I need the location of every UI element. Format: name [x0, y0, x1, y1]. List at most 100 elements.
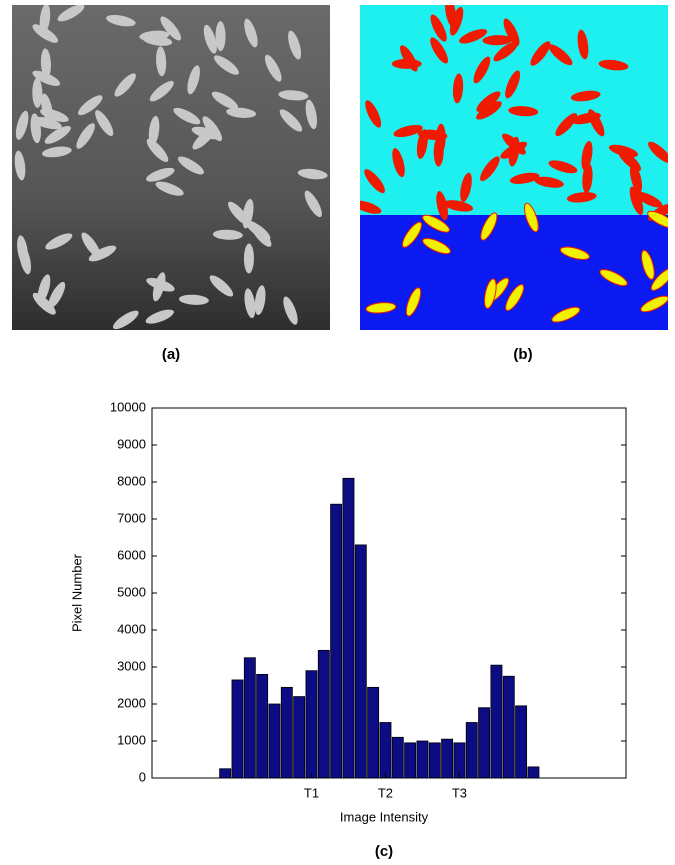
bar	[243, 657, 256, 779]
grain	[32, 116, 62, 130]
grain	[178, 294, 209, 305]
grain	[581, 140, 593, 171]
grain	[283, 296, 298, 325]
grain	[473, 56, 491, 84]
grain	[39, 5, 51, 34]
grain	[445, 5, 457, 27]
grain	[297, 168, 328, 180]
grain	[648, 141, 668, 164]
grain	[566, 192, 597, 203]
segmented-grains	[360, 5, 668, 323]
grain	[32, 70, 61, 86]
grain	[145, 309, 174, 324]
grain	[173, 107, 201, 125]
grain	[209, 275, 234, 297]
grain	[508, 136, 520, 167]
grain	[32, 24, 59, 43]
grain	[430, 14, 447, 42]
grain	[503, 18, 520, 46]
grain	[570, 90, 601, 102]
grain	[493, 41, 519, 62]
y-axis-label: Pixel Number	[69, 553, 84, 632]
grain	[400, 45, 418, 72]
y-tick-label: 1000	[117, 732, 146, 747]
grain	[365, 302, 397, 314]
grain	[629, 186, 644, 216]
y-tick-label: 9000	[117, 436, 146, 451]
grain	[106, 14, 136, 27]
bar	[367, 686, 380, 779]
grain	[555, 113, 578, 137]
grain	[243, 243, 254, 274]
grain	[146, 167, 175, 182]
rice-grains	[14, 5, 328, 330]
grain	[203, 24, 217, 54]
grain	[44, 126, 71, 144]
grain	[401, 221, 423, 248]
bar	[330, 503, 343, 779]
x-axis-label: Image Intensity	[340, 809, 429, 824]
grain	[505, 284, 525, 312]
grain	[15, 110, 29, 140]
grain	[264, 54, 282, 82]
grain	[155, 181, 184, 196]
y-tick-label: 6000	[117, 547, 146, 562]
grain	[393, 124, 423, 138]
bar	[379, 722, 392, 779]
grain	[112, 310, 139, 330]
bar	[490, 664, 503, 779]
grain	[177, 156, 204, 175]
grain	[40, 108, 69, 123]
bar	[502, 675, 515, 779]
grain	[650, 267, 668, 291]
grain	[211, 91, 239, 110]
grain	[148, 115, 160, 146]
grain	[460, 172, 472, 202]
grain	[459, 29, 488, 44]
grain	[599, 269, 628, 287]
bar	[219, 768, 232, 779]
grain	[213, 55, 239, 75]
grain	[14, 150, 26, 181]
grain	[305, 99, 318, 130]
grain	[288, 30, 302, 60]
grain	[608, 144, 638, 158]
bar	[305, 670, 318, 779]
grain	[480, 212, 498, 241]
grain	[57, 5, 85, 22]
y-tick-label: 7000	[117, 510, 146, 525]
grain	[279, 109, 303, 132]
bar	[280, 686, 293, 779]
bar	[354, 544, 367, 779]
bar	[256, 674, 269, 779]
grain	[187, 65, 200, 95]
grain	[559, 246, 590, 260]
bar	[391, 736, 404, 779]
grain	[88, 245, 117, 262]
grain	[443, 200, 474, 212]
grain	[640, 295, 668, 313]
grain	[226, 107, 257, 118]
bar	[515, 705, 528, 779]
grain	[45, 233, 73, 250]
grain	[452, 73, 464, 104]
grain	[40, 48, 51, 79]
bar	[465, 722, 478, 779]
x-tick-label: T2	[378, 785, 393, 800]
bar	[441, 738, 454, 779]
grain	[160, 16, 181, 41]
panel-label: (c)	[375, 843, 393, 860]
grain	[32, 292, 56, 315]
panel-label: (a)	[162, 346, 180, 363]
grain	[202, 116, 223, 142]
grain	[482, 35, 513, 46]
grain	[509, 172, 540, 184]
bar	[293, 696, 306, 779]
grain	[146, 277, 175, 292]
grain	[215, 21, 226, 52]
grain	[551, 306, 581, 323]
bar	[342, 477, 355, 779]
grain	[114, 73, 136, 97]
grain	[577, 29, 589, 60]
x-tick-label: T1	[304, 785, 319, 800]
